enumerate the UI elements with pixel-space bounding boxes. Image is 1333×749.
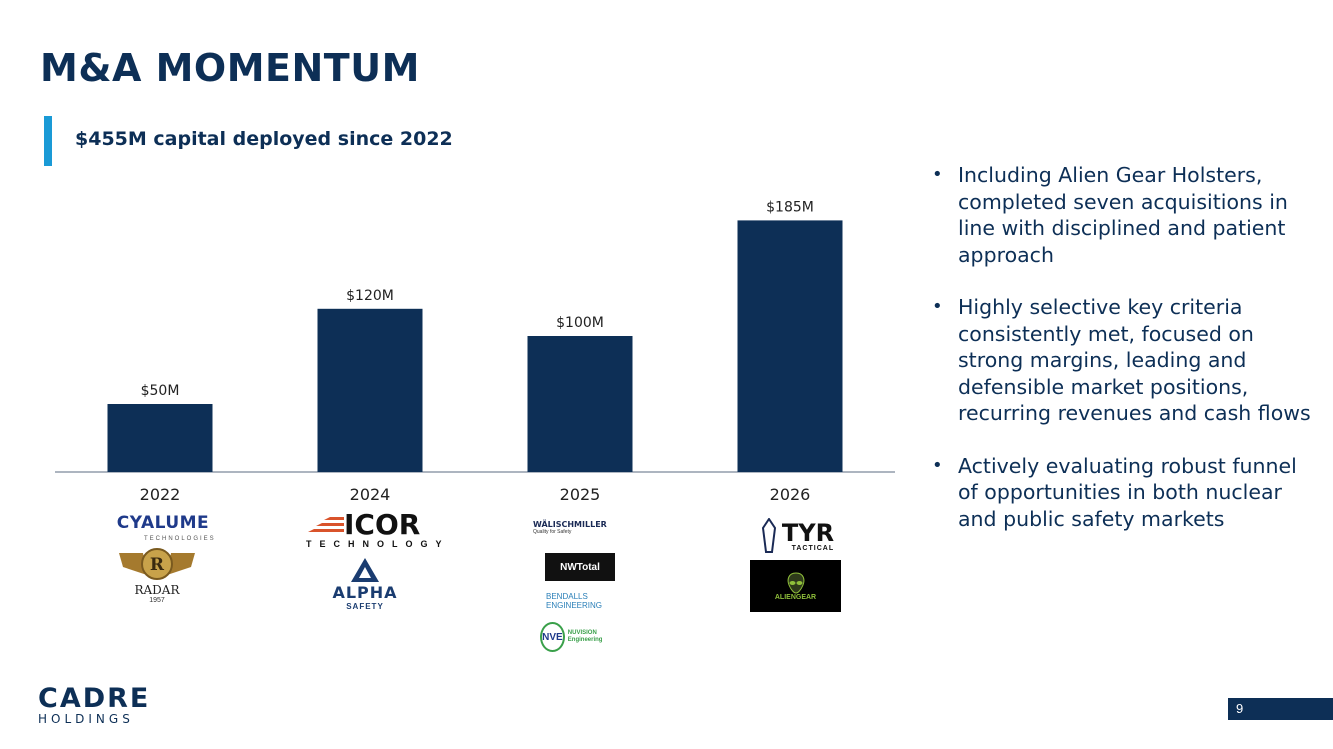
bullet-dot-icon: •: [932, 454, 943, 476]
bar-2022: [107, 404, 213, 472]
alpha-safety-logo: ALPHA SAFETY: [320, 556, 410, 612]
bullet-item: • Actively evaluating robust funnel of op…: [932, 453, 1297, 531]
x-tick-label-2022: 2022: [140, 485, 181, 504]
data-label-2026: $185M: [766, 200, 814, 215]
tyr-tactical-logo: TYR TACTICAL: [752, 516, 842, 556]
x-tick-label-2025: 2025: [560, 485, 601, 504]
data-label-2025: $100M: [556, 315, 604, 331]
radar-logo: R RADAR 1957: [112, 542, 202, 608]
bullet-item: • Highly selective key criteria consisten…: [932, 295, 1311, 425]
alien-gear-logo: ALIENGEAR: [750, 560, 841, 612]
bullet-dot-icon: •: [932, 296, 943, 317]
walischmiller-logo: WÄLISCHMILLER Quality for Safety: [533, 519, 607, 535]
x-tick-label-2024: 2024: [350, 485, 391, 504]
data-label-2022: $50M: [141, 383, 180, 399]
x-tick-label-2026: 2026: [770, 485, 811, 504]
nuvision-logo: NVE NUVISION Engineering: [540, 620, 620, 654]
cadre-holdings-logo: CADRE HOLDINGS: [38, 683, 151, 726]
alpha-emblem-icon: [351, 558, 379, 582]
page-number: 9: [1228, 698, 1333, 720]
tyr-emblem-icon: [761, 518, 776, 553]
alien-head-icon: [787, 571, 804, 594]
accent-bar: [44, 116, 52, 166]
bendalls-logo: BENDALLS ENGINEERING: [546, 592, 603, 610]
capital-deployed-bar-chart: $50M 2022 $120M 2024 $100M 2025 $185M 2026: [55, 200, 895, 504]
data-label-2024: $120M: [346, 288, 394, 304]
bar-2025: [527, 336, 633, 472]
nwtotal-logo: NWTotal: [545, 553, 615, 581]
icor-logo: ICOR TECHNOLOGY: [306, 508, 450, 550]
bullet-dot-icon: •: [932, 164, 943, 185]
cyalume-logo: CYALUME TECHNOLOGIES: [116, 513, 216, 542]
bar-2026: [737, 220, 843, 472]
slide-subtitle: $455M capital deployed since 2022: [75, 128, 453, 150]
svg-text:R: R: [150, 555, 165, 575]
bullet-list: • Including Alien Gear Holsters, complete…: [932, 162, 1312, 558]
slide-title: M&A MOMENTUM: [40, 46, 420, 90]
radar-emblem-icon: R: [119, 547, 195, 580]
bullet-item: • Including Alien Gear Holsters, complete…: [932, 163, 1288, 267]
bar-2024: [317, 308, 423, 472]
icor-stripes-icon: [308, 517, 344, 532]
